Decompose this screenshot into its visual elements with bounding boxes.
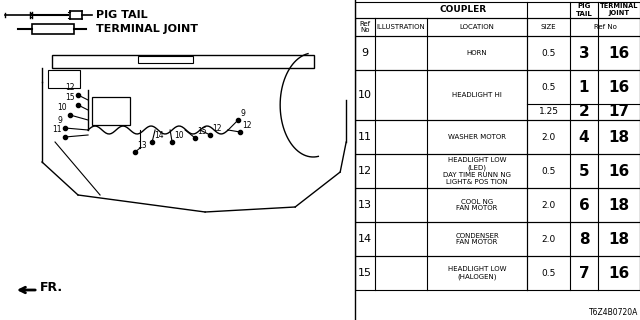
Text: 15: 15	[358, 268, 372, 278]
Text: 7: 7	[579, 266, 589, 281]
Text: 14: 14	[358, 234, 372, 244]
Text: 10: 10	[58, 103, 67, 112]
Text: TERMINAL
JOINT: TERMINAL JOINT	[600, 4, 638, 17]
Text: 12: 12	[212, 124, 221, 133]
Bar	[355, 188, 640, 222]
Bar	[355, 154, 640, 188]
Text: 11: 11	[358, 132, 372, 142]
Text: 18: 18	[609, 231, 630, 246]
Bar	[32, 24, 74, 34]
Text: 14: 14	[154, 131, 164, 140]
Text: 11: 11	[52, 125, 62, 134]
Text: 9: 9	[57, 116, 62, 125]
Text: 1.25: 1.25	[539, 108, 559, 116]
Text: 15: 15	[197, 127, 207, 136]
Text: 17: 17	[609, 105, 630, 119]
Bar	[355, 18, 640, 36]
Text: 12: 12	[65, 83, 75, 92]
Bar	[355, 256, 640, 290]
Text: 2.0: 2.0	[541, 132, 556, 141]
Text: 0.5: 0.5	[541, 49, 556, 58]
Text: FR.: FR.	[40, 281, 63, 294]
Text: 15: 15	[65, 93, 75, 102]
Bar	[355, 2, 640, 18]
Bar	[48, 70, 80, 88]
Text: 16: 16	[609, 45, 630, 60]
Text: CONDENSER
FAN MOTOR: CONDENSER FAN MOTOR	[455, 233, 499, 245]
Text: 18: 18	[609, 197, 630, 212]
Bar	[355, 120, 640, 154]
Text: 3: 3	[579, 45, 589, 60]
Text: 1: 1	[579, 79, 589, 94]
Text: 2: 2	[579, 105, 589, 119]
Text: 6: 6	[579, 197, 589, 212]
Text: HORN: HORN	[467, 50, 488, 56]
Text: 9: 9	[362, 48, 369, 58]
Text: 18: 18	[609, 130, 630, 145]
Bar	[138, 56, 193, 63]
Text: HEADLIGHT LOW
(HALOGEN): HEADLIGHT LOW (HALOGEN)	[448, 266, 506, 280]
Text: 16: 16	[609, 266, 630, 281]
Text: 13: 13	[137, 141, 147, 150]
Text: 12: 12	[358, 166, 372, 176]
Text: 2.0: 2.0	[541, 235, 556, 244]
Bar	[355, 36, 640, 70]
Text: 0.5: 0.5	[541, 268, 556, 277]
Text: 9: 9	[240, 109, 245, 118]
Text: TERMINAL JOINT: TERMINAL JOINT	[96, 24, 198, 34]
Text: ILLUSTRATION: ILLUSTRATION	[377, 24, 426, 30]
Text: 2.0: 2.0	[541, 201, 556, 210]
Text: COUPLER: COUPLER	[439, 5, 486, 14]
Text: PIG
TAIL: PIG TAIL	[575, 4, 593, 17]
Bar	[52, 55, 314, 68]
Text: LOCATION: LOCATION	[460, 24, 495, 30]
Text: 10: 10	[174, 131, 184, 140]
Text: SIZE: SIZE	[541, 24, 556, 30]
Text: 4: 4	[579, 130, 589, 145]
Text: 8: 8	[579, 231, 589, 246]
Text: 10: 10	[358, 90, 372, 100]
Text: PIG TAIL: PIG TAIL	[96, 10, 148, 20]
Text: 12: 12	[242, 121, 252, 130]
Text: 0.5: 0.5	[541, 83, 556, 92]
Text: 13: 13	[358, 200, 372, 210]
Text: HEADLIGHT LOW
(LED)
DAY TIME RUNN NG
LIGHT& POS TION: HEADLIGHT LOW (LED) DAY TIME RUNN NG LIG…	[443, 157, 511, 185]
Text: WASHER MOTOR: WASHER MOTOR	[448, 134, 506, 140]
Text: T6Z4B0720A: T6Z4B0720A	[589, 308, 638, 317]
Text: 5: 5	[579, 164, 589, 179]
Bar	[355, 222, 640, 256]
Text: 16: 16	[609, 79, 630, 94]
Text: 0.5: 0.5	[541, 166, 556, 175]
Bar	[355, 70, 640, 120]
Text: Ref
No: Ref No	[360, 20, 371, 34]
Text: HEADLIGHT HI: HEADLIGHT HI	[452, 92, 502, 98]
Text: COOL NG
FAN MOTOR: COOL NG FAN MOTOR	[456, 198, 498, 212]
Text: 16: 16	[609, 164, 630, 179]
Bar	[92, 97, 130, 125]
Text: Ref No: Ref No	[593, 24, 616, 30]
